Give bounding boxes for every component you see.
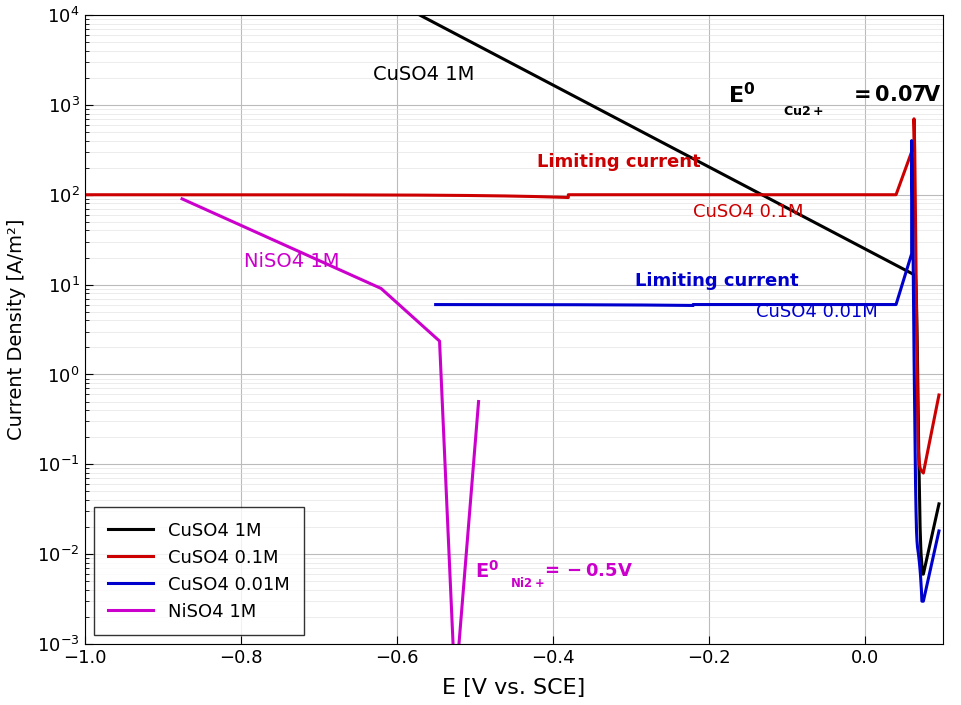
Y-axis label: Current Density [A/m²]: Current Density [A/m²] [7,219,26,440]
NiSO4 1M [450,687,461,695]
CuSO4 1M [727,175,738,183]
CuSO4 0.1M [207,190,218,199]
Text: Limiting current: Limiting current [634,272,799,290]
CuSO4 1M [933,500,945,508]
CuSO4 0.1M [918,469,929,477]
CuSO4 0.01M [558,300,570,309]
Legend: CuSO4 1M, CuSO4 0.1M, CuSO4 0.01M, NiSO4 1M: CuSO4 1M, CuSO4 0.1M, CuSO4 0.01M, NiSO4… [93,507,304,635]
CuSO4 0.01M [471,300,482,309]
CuSO4 0.1M [103,190,114,199]
CuSO4 0.01M [916,597,927,606]
Line: CuSO4 1M: CuSO4 1M [85,0,939,574]
NiSO4 1M [176,195,187,203]
Text: CuSO4 1M: CuSO4 1M [373,65,475,84]
CuSO4 0.01M [907,253,919,262]
CuSO4 0.01M [906,136,918,145]
X-axis label: E [V vs. SCE]: E [V vs. SCE] [442,678,585,698]
NiSO4 1M [434,355,446,363]
NiSO4 1M [237,222,249,231]
Line: CuSO4 0.1M: CuSO4 0.1M [85,118,939,473]
Text: $\mathbf{= 0.07V}$: $\mathbf{= 0.07V}$ [850,85,942,104]
CuSO4 1M [598,107,609,116]
NiSO4 1M [304,252,315,261]
CuSO4 0.1M [415,191,427,200]
Line: NiSO4 1M: NiSO4 1M [182,199,479,691]
CuSO4 0.01M [448,300,459,309]
Text: CuSO4 0.1M: CuSO4 0.1M [693,202,803,221]
NiSO4 1M [473,398,484,406]
CuSO4 0.1M [628,190,640,199]
Text: $\mathbf{= -0.5V}$: $\mathbf{= -0.5V}$ [541,562,633,580]
CuSO4 0.1M [161,190,173,199]
CuSO4 0.1M [88,190,100,199]
CuSO4 0.1M [933,391,945,399]
Line: CuSO4 0.01M: CuSO4 0.01M [435,140,939,601]
CuSO4 0.1M [908,114,920,123]
Text: $\mathbf{_{Ni2+}}$: $\mathbf{_{Ni2+}}$ [509,572,545,590]
CuSO4 0.01M [578,300,589,309]
Text: $\mathbf{E^0}$: $\mathbf{E^0}$ [728,82,755,107]
NiSO4 1M [185,198,196,207]
Text: $\mathbf{_{Cu2+}}$: $\mathbf{_{Cu2+}}$ [783,100,824,118]
Text: CuSO4 0.01M: CuSO4 0.01M [755,302,877,321]
Text: $\mathbf{E^0}$: $\mathbf{E^0}$ [475,560,499,582]
CuSO4 0.01M [933,527,945,535]
CuSO4 0.1M [79,190,90,199]
CuSO4 1M [917,570,928,578]
Text: NiSO4 1M: NiSO4 1M [244,252,340,271]
NiSO4 1M [311,255,323,264]
Text: Limiting current: Limiting current [537,153,701,171]
NiSO4 1M [434,346,446,355]
CuSO4 0.01M [822,300,833,309]
CuSO4 0.01M [430,300,441,309]
